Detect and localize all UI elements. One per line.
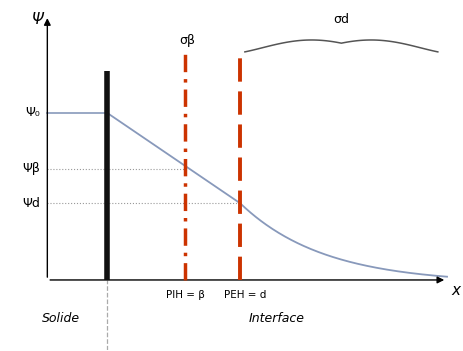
Text: Ψd: Ψd: [23, 197, 40, 210]
Text: σβ: σβ: [179, 34, 195, 47]
Text: x: x: [450, 284, 460, 298]
Text: Ψβ: Ψβ: [23, 162, 40, 175]
Text: Ψ₀: Ψ₀: [25, 106, 40, 119]
Text: PEH = d: PEH = d: [223, 290, 265, 300]
Text: Interface: Interface: [249, 312, 304, 325]
Text: Ψ: Ψ: [31, 12, 43, 27]
Text: PIH = β: PIH = β: [165, 290, 204, 300]
Text: Solide: Solide: [42, 312, 80, 325]
Text: σd: σd: [332, 13, 349, 26]
